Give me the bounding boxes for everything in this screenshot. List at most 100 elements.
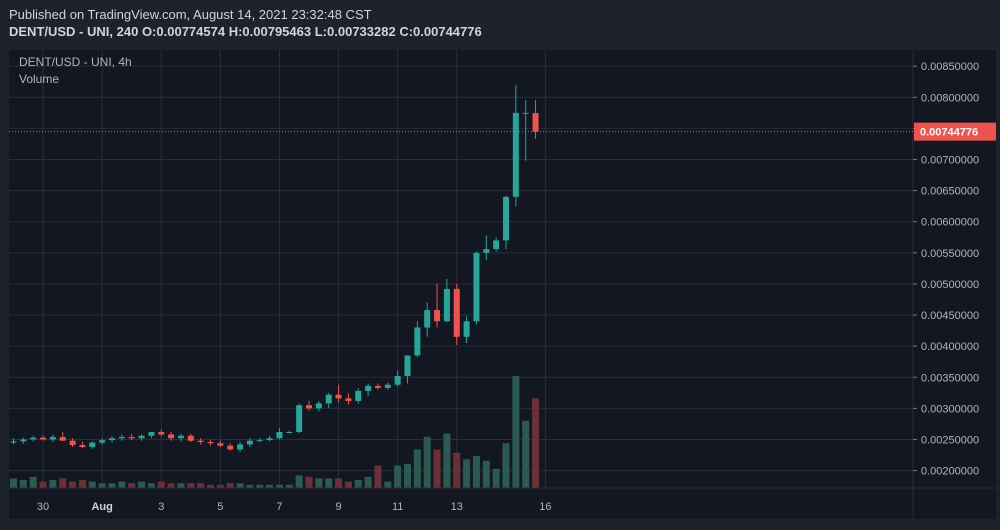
time-tick-label: 13 bbox=[451, 501, 463, 513]
candle-body bbox=[59, 436, 66, 441]
candle bbox=[40, 435, 47, 441]
chart-header: Published on TradingView.com, August 14,… bbox=[0, 0, 1000, 44]
candle-body bbox=[40, 437, 47, 440]
volume-bar bbox=[266, 484, 274, 488]
symbol-interval: DENT/USD - UNI, 240 bbox=[9, 24, 139, 39]
candle bbox=[266, 435, 273, 442]
candle bbox=[89, 441, 96, 449]
volume-bar bbox=[256, 484, 264, 488]
candle-body bbox=[20, 439, 27, 442]
volume-bar bbox=[187, 483, 195, 488]
volume-bars bbox=[10, 376, 540, 488]
candle bbox=[118, 434, 125, 441]
volume-bar bbox=[374, 465, 382, 488]
volume-bar bbox=[522, 420, 530, 488]
candle bbox=[20, 437, 27, 444]
volume-bar bbox=[275, 484, 283, 488]
candle bbox=[217, 440, 224, 447]
candle bbox=[207, 439, 214, 446]
candle-body bbox=[168, 434, 175, 439]
volume-bar bbox=[423, 436, 431, 488]
candle bbox=[394, 371, 401, 387]
volume-bar bbox=[384, 481, 392, 488]
volume-bar bbox=[138, 481, 146, 488]
candle bbox=[109, 436, 115, 443]
volume-bar bbox=[167, 483, 175, 488]
candle bbox=[99, 438, 106, 445]
low-label: L: bbox=[314, 24, 328, 39]
volume-bar bbox=[364, 476, 372, 488]
candle bbox=[128, 433, 135, 441]
candle bbox=[512, 84, 519, 207]
volume-bar bbox=[98, 483, 106, 488]
volume-bar bbox=[315, 478, 323, 488]
candle bbox=[177, 433, 184, 442]
candle bbox=[404, 355, 411, 384]
candle bbox=[335, 384, 342, 403]
candle-body bbox=[276, 432, 283, 439]
last-price-badge bbox=[914, 122, 996, 141]
volume-bar bbox=[482, 460, 490, 488]
candle bbox=[414, 321, 421, 358]
volume-bar bbox=[207, 484, 214, 488]
candle-body bbox=[99, 440, 106, 443]
candle bbox=[374, 383, 381, 390]
candle bbox=[463, 316, 470, 344]
candlestick-chart[interactable]: 0.008500000.008000000.007500000.00700000… bbox=[0, 44, 1000, 525]
candle bbox=[148, 432, 155, 439]
candle bbox=[227, 443, 234, 451]
candle bbox=[69, 438, 76, 447]
candle bbox=[276, 428, 283, 440]
candle-body bbox=[109, 438, 115, 441]
last-price-label: 0.00744776 bbox=[920, 127, 978, 139]
candle bbox=[473, 251, 480, 325]
volume-bar bbox=[335, 478, 343, 488]
open-value: 0.00774574 bbox=[156, 24, 226, 39]
volume-bar bbox=[472, 456, 480, 488]
volume-bar bbox=[19, 480, 27, 488]
candle bbox=[384, 382, 391, 390]
candle-body bbox=[473, 252, 480, 322]
chart-area[interactable]: 0.008500000.008000000.007500000.00700000… bbox=[0, 44, 1000, 525]
volume-bar bbox=[49, 480, 57, 488]
candle bbox=[434, 283, 441, 328]
price-axis[interactable]: 0.008500000.008000000.007500000.00700000… bbox=[913, 61, 979, 478]
volume-bar bbox=[512, 376, 520, 488]
volume-bar bbox=[108, 483, 116, 488]
price-tick-label: 0.00250000 bbox=[921, 434, 979, 446]
candle-body bbox=[246, 440, 253, 445]
candle-body bbox=[227, 445, 234, 450]
volume-bar bbox=[59, 478, 67, 488]
candle-body bbox=[493, 240, 500, 250]
candle-body bbox=[237, 444, 244, 450]
time-axis[interactable]: 30 Aug 3 5 7 9 11 13 16 bbox=[37, 501, 552, 513]
candle bbox=[246, 438, 253, 447]
candle-body bbox=[453, 288, 460, 337]
candle-body bbox=[355, 390, 362, 401]
plot-background bbox=[9, 50, 913, 488]
candle-body bbox=[325, 394, 332, 404]
candle-body bbox=[434, 310, 441, 322]
volume-bar bbox=[226, 483, 234, 488]
volume-bar bbox=[118, 481, 126, 488]
candle bbox=[10, 438, 17, 445]
candle-body bbox=[138, 435, 145, 439]
price-tick-label: 0.00350000 bbox=[921, 372, 979, 384]
published-note: Published on TradingView.com, August 14,… bbox=[9, 7, 372, 22]
volume-bar bbox=[246, 484, 254, 488]
candle-body bbox=[296, 405, 303, 433]
candle bbox=[355, 388, 362, 404]
candle-body bbox=[30, 437, 37, 440]
volume-bar bbox=[177, 483, 185, 488]
candle-body bbox=[79, 445, 86, 447]
open-label: O: bbox=[141, 24, 157, 39]
candle-body bbox=[128, 436, 135, 439]
candle-body bbox=[286, 432, 293, 434]
candle bbox=[79, 441, 86, 449]
price-tick-label: 0.00300000 bbox=[921, 403, 979, 415]
high-value: 0.00795463 bbox=[242, 24, 312, 39]
candle-body bbox=[483, 249, 490, 253]
candle-body bbox=[177, 435, 184, 439]
volume-bar bbox=[69, 481, 77, 488]
